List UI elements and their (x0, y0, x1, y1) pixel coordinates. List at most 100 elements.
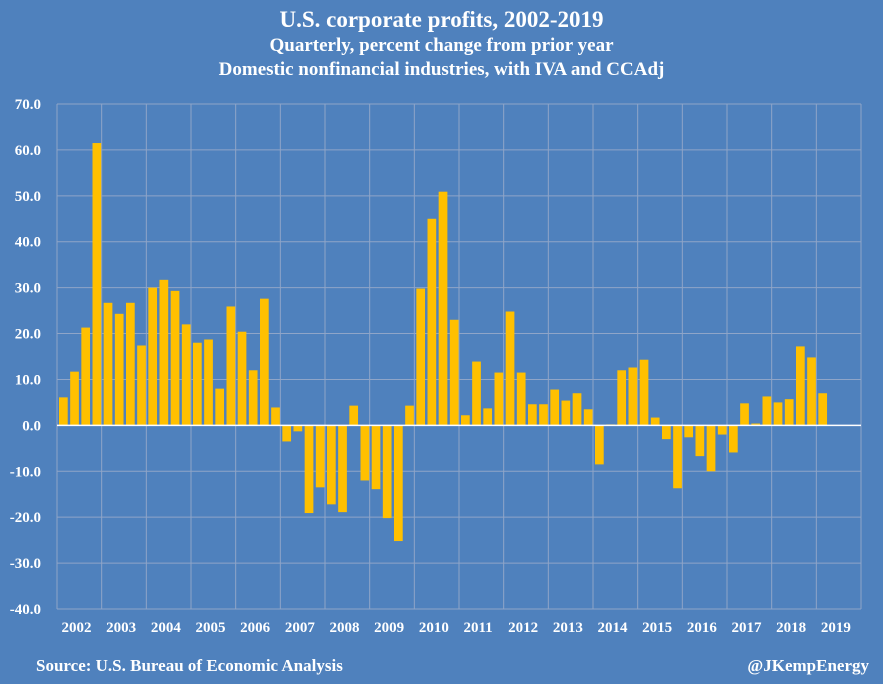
bar (729, 425, 738, 453)
bar (818, 393, 828, 426)
bar (762, 396, 772, 426)
y-tick-label: 20.0 (15, 327, 41, 343)
bar (673, 425, 682, 489)
bar (360, 425, 370, 481)
x-tick-label: 2013 (553, 620, 583, 636)
bar (137, 345, 146, 426)
bar (695, 425, 705, 457)
x-tick-label: 2015 (642, 620, 672, 636)
x-tick-label: 2012 (508, 620, 538, 636)
bar (773, 402, 783, 426)
x-tick-label: 2003 (106, 620, 136, 636)
x-tick-label: 2006 (240, 620, 271, 636)
bar (561, 400, 571, 426)
source-note: Source: U.S. Bureau of Economic Analysis (36, 656, 343, 675)
bar (260, 298, 269, 426)
x-tick-label: 2017 (732, 620, 763, 636)
bar (181, 324, 191, 426)
x-axis: 2002 2003 2004 2005 2006 2007 2008 2009 2010 2011… (62, 620, 851, 636)
x-tick-label: 2002 (62, 620, 92, 636)
bar (461, 415, 470, 426)
bar (796, 346, 805, 426)
bar (204, 339, 213, 426)
bar (126, 302, 135, 426)
bar (226, 306, 236, 426)
author-credit: @JKempEnergy (747, 656, 869, 675)
bar (751, 423, 761, 426)
y-axis: 70.0 60.0 50.0 40.0 30.0 20.0 10.0 0.0 -10.0 -20.… (10, 97, 41, 618)
bar (293, 425, 303, 432)
x-tick-label: 2014 (598, 620, 629, 636)
bar (740, 403, 749, 426)
bar (416, 288, 426, 426)
gridlines (56, 103, 862, 610)
chart-titles: U.S. corporate profits, 2002-2019 Quarte… (0, 0, 883, 82)
bar (505, 311, 515, 426)
bar (528, 404, 537, 426)
bar (282, 425, 292, 442)
bar (371, 425, 381, 490)
bar (449, 319, 459, 426)
bar (617, 370, 627, 426)
chart-subtitle-1: Quarterly, percent change from prior yea… (269, 35, 614, 56)
y-tick-label: 70.0 (15, 97, 41, 113)
x-tick-label: 2009 (374, 620, 404, 636)
bar (516, 372, 526, 426)
x-tick-label: 2007 (285, 620, 316, 636)
bar (427, 218, 437, 426)
y-tick-label: 10.0 (15, 372, 41, 388)
y-tick-label: -10.0 (10, 464, 41, 480)
bar (114, 313, 124, 426)
bar (394, 425, 403, 542)
bar (338, 425, 347, 513)
bar (315, 425, 325, 488)
bar (59, 397, 68, 426)
bar (304, 425, 314, 514)
y-tick-label: -40.0 (10, 602, 41, 618)
bar (215, 388, 225, 426)
bar (237, 331, 247, 426)
bar (382, 425, 392, 519)
x-tick-label: 2019 (821, 620, 851, 636)
bar (327, 425, 336, 505)
y-tick-label: 0.0 (22, 418, 41, 434)
bar (539, 404, 548, 426)
bar (472, 361, 481, 426)
y-tick-label: -30.0 (10, 556, 41, 572)
bar (494, 372, 504, 426)
y-tick-label: 50.0 (15, 189, 41, 205)
x-tick-label: 2011 (464, 620, 493, 636)
x-tick-label: 2018 (776, 620, 806, 636)
bar (170, 290, 180, 426)
bar (438, 191, 448, 426)
x-tick-label: 2010 (419, 620, 449, 636)
x-tick-label: 2008 (330, 620, 360, 636)
bar (662, 425, 671, 440)
bar (248, 370, 258, 426)
bar (159, 279, 169, 426)
bar (628, 367, 638, 426)
bar (717, 425, 727, 435)
bar (92, 143, 102, 426)
bar (70, 371, 79, 426)
chart-subtitle-2: Domestic nonfinancial industries, with I… (218, 59, 665, 80)
bar (784, 399, 794, 426)
bar (483, 408, 493, 426)
x-tick-label: 2004 (151, 620, 182, 636)
y-tick-label: 60.0 (15, 143, 41, 159)
bar (650, 417, 660, 426)
y-tick-label: -20.0 (10, 510, 41, 526)
bar (807, 357, 816, 426)
bar (684, 425, 694, 438)
bar (349, 405, 359, 426)
bars (59, 143, 828, 542)
bar (572, 393, 582, 426)
bar (271, 407, 280, 426)
bar (81, 327, 91, 426)
x-tick-label: 2016 (687, 620, 718, 636)
bar (148, 287, 158, 426)
bar (639, 359, 649, 426)
chart-title: U.S. corporate profits, 2002-2019 (279, 7, 604, 32)
y-tick-label: 40.0 (15, 235, 41, 251)
